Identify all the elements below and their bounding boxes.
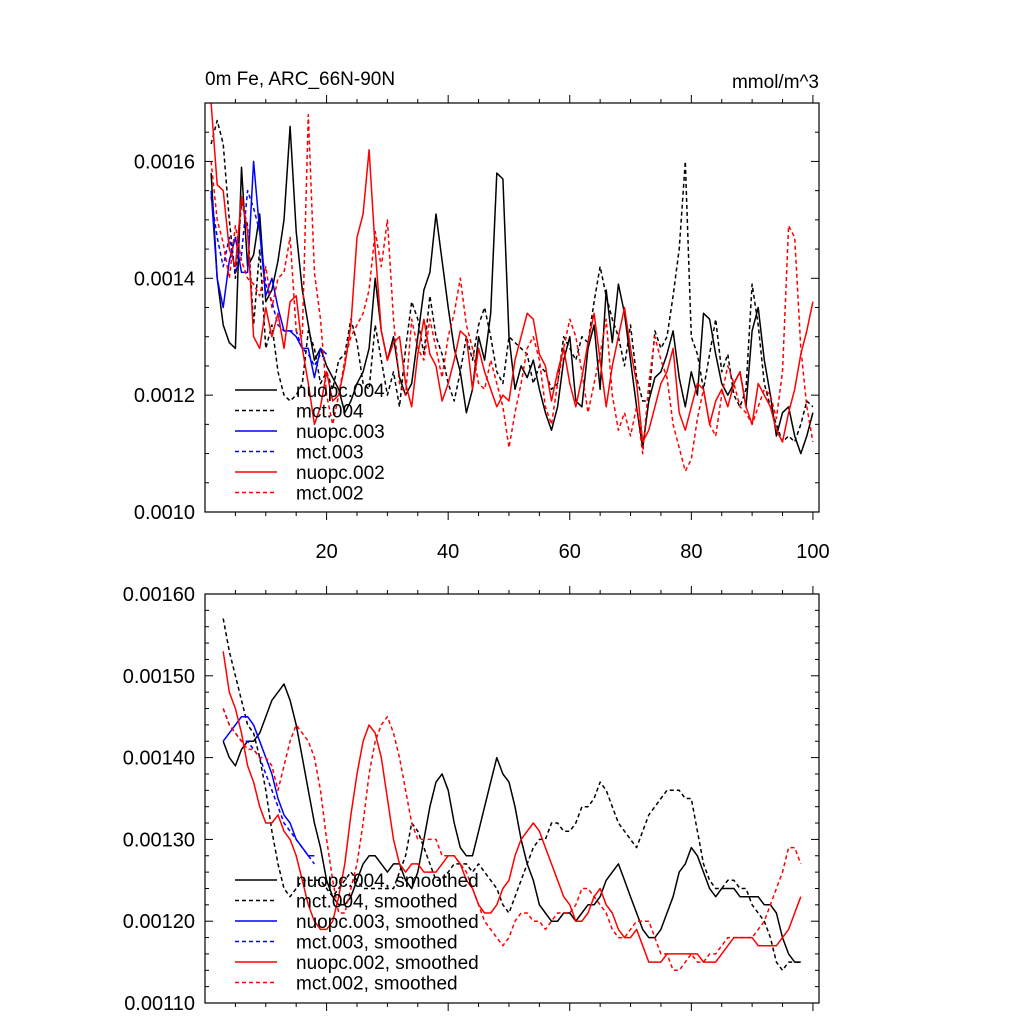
y-tick-label: 0.0014 — [134, 268, 195, 290]
x-ticks — [234, 95, 814, 520]
chart-title-left: 0m Fe, ARC_66N-90N — [205, 69, 395, 90]
x-tick-label: 40 — [437, 541, 459, 563]
series-line-mct-002-smoothed — [222, 708, 802, 972]
y-tick-label: 0.0010 — [134, 502, 195, 524]
y-tick-label: 0.00160 — [123, 584, 195, 606]
y-tick-label: 0.00120 — [123, 911, 195, 933]
legend-label: mct.003 — [296, 443, 364, 464]
series-line-nuopc-002-smoothed — [222, 651, 802, 963]
y-tick-label: 0.0016 — [134, 151, 195, 173]
legend-label: nuopc.004 — [296, 381, 385, 402]
x-tick-label: 100 — [796, 541, 829, 563]
y-ticks — [205, 102, 819, 513]
legend-label: nuopc.003, smoothed — [296, 912, 479, 933]
y-tick-label: 0.00140 — [123, 748, 195, 770]
series-line-mct-002 — [210, 113, 814, 472]
legend-label: mct.004, smoothed — [296, 892, 458, 913]
legend-label: nuopc.002, smoothed — [296, 953, 479, 974]
y-tick-label: 0.0012 — [134, 385, 195, 407]
series-line-nuopc-002 — [210, 103, 814, 443]
x-ticks — [234, 586, 814, 1011]
y-tick-label: 0.00110 — [124, 993, 195, 1015]
legend-label: nuopc.002 — [296, 463, 385, 484]
series-lines — [210, 103, 814, 472]
series-line-mct-004-smoothed — [222, 618, 801, 972]
legend-label: nuopc.003 — [296, 422, 385, 443]
legend-label: mct.003, smoothed — [296, 933, 458, 954]
legend-label: nuopc.004, smoothed — [296, 871, 479, 892]
plot-frame — [204, 593, 820, 1004]
series-line-mct-003 — [210, 189, 328, 367]
series-line-mct-004 — [210, 119, 814, 443]
x-tick-label: 80 — [680, 541, 702, 563]
y-tick-label: 0.00130 — [123, 829, 195, 851]
top-panel: 20 40 60 80 100 0.0010 0.0012 0.0014 0.0016 0m Fe… — [134, 69, 830, 563]
y-tick-label: 0.00150 — [123, 666, 195, 688]
chart-units-label: mmol/m^3 — [732, 72, 819, 93]
y-ticks — [205, 593, 819, 1004]
legend-label: mct.002, smoothed — [296, 974, 458, 995]
bottom-panel: 0.00110 0.00120 0.00130 0.00140 0.00150 0.001… — [123, 584, 820, 1015]
series-lines — [222, 618, 802, 972]
legend: nuopc.004mct.004nuopc.003mct.003nuopc.00… — [235, 381, 385, 505]
legend-label: mct.004 — [296, 402, 364, 423]
legend-label: mct.002 — [296, 484, 364, 505]
x-tick-label: 20 — [315, 541, 337, 563]
series-line-nuopc-004-smoothed — [222, 683, 801, 963]
x-tick-label: 60 — [559, 541, 581, 563]
